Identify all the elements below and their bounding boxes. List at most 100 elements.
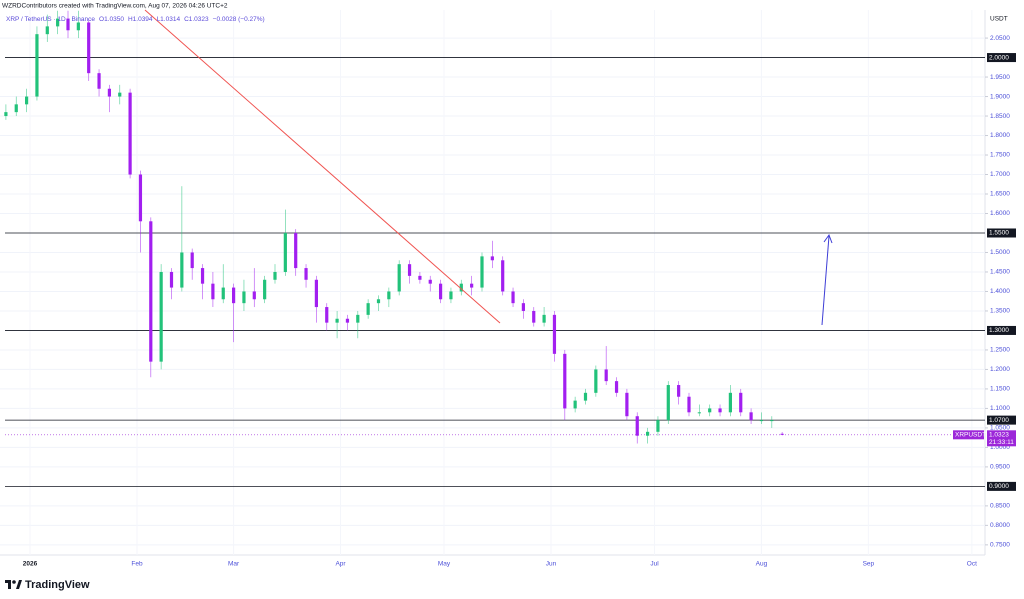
symbol: XRP / TetherUS · 1D · Binance [6,16,95,23]
candle-body [273,271,277,280]
candle-body [749,412,753,421]
arrow-head [823,233,833,244]
candle-body [87,22,91,74]
y-tick-label: 1.5000 [990,249,1010,256]
candle-body [24,96,29,105]
x-tick-label: Jul [650,561,659,568]
y-tick-label: 1.4500 [990,269,1010,276]
candle-body [728,392,732,413]
ohlc-key: O [99,16,104,23]
y-tick-label: 0.8500 [990,503,1010,510]
y-tick-label: 0.8000 [990,522,1010,529]
levels [5,57,985,487]
candle-body [573,400,577,409]
axes: 2.0500 1.9500 1.9000 1.8500 1.8000 1.7500 1.70… [23,35,1016,568]
ohlc-value: 1.0350 [104,16,124,23]
candle-body [501,260,505,292]
brand-logo [5,580,22,589]
level-label: 1.0700 [989,417,1009,424]
candle-body [149,221,153,362]
candle-body [718,408,722,413]
candle-body [521,303,525,311]
level-tag [987,415,1016,425]
x-tick-label: Jun [546,561,557,568]
candle-body [376,299,381,304]
candle-body [563,353,567,409]
ohlc-value: 1.0394 [133,16,153,23]
y-tick-label: 0.9500 [990,464,1010,471]
x-tick-label: Mar [228,561,240,568]
x-tick-label: Oct [967,561,977,568]
candle-body [470,283,474,288]
y-tick-label: 1.2000 [990,366,1010,373]
candle-body [687,396,691,413]
grid [0,10,985,555]
candle-body [656,420,660,432]
candle-body [583,392,588,401]
level-tag [987,325,1016,335]
candle-body [407,264,412,276]
candle-body [459,283,463,292]
y-tick-label: 1.8500 [990,113,1010,120]
ohlc-key: L [157,16,161,23]
ohlc-value: 1.0323 [189,16,209,23]
candle-body [542,314,546,323]
y-tick-label: 1.1500 [990,386,1010,393]
x-tick-label: May [438,561,451,568]
y-tick-label: 1.3500 [990,308,1010,315]
x-tick-label: Aug [756,561,768,568]
y-tick-label: 1.8000 [990,132,1010,139]
candle-body [283,232,287,272]
y-tick-label: 1.7000 [990,171,1010,178]
candle-body [159,271,163,362]
candle-body [118,92,122,97]
y-tick-label: 1.1000 [990,405,1010,412]
candle-body [625,392,629,417]
candle-body [438,283,443,300]
ohlc-value: 1.0314 [160,16,180,23]
candle-body [532,310,536,323]
candle-body [594,369,598,393]
candle-body [511,291,515,304]
candle-body [335,318,339,323]
candle-body [314,279,318,308]
level-tag [987,53,1016,63]
candle-body [780,433,784,435]
candle-body [397,264,401,292]
level-tag [987,228,1016,238]
candle-body [138,174,143,222]
y-tick-label: 1.6000 [990,210,1010,217]
candle-body [97,73,101,89]
candle-body [387,291,391,300]
candle-body [480,256,484,288]
x-tick-label: Feb [131,561,143,568]
candle-body [635,416,639,436]
candle-body [552,314,557,354]
x-tick-label: 2026 [23,561,38,568]
candle-body [604,369,608,382]
countdown: 21:33:11 [989,439,1014,446]
level-label: 0.9000 [989,483,1009,490]
level-tag [987,481,1016,491]
candle-body [221,287,225,300]
candle-body [231,287,236,304]
y-tick-label: 1.9500 [990,74,1010,81]
candle-body [4,112,8,117]
y-tick-label: 0.7500 [990,542,1010,549]
y-tick-label: 1.4000 [990,288,1010,295]
y-tick-label: 1.2500 [990,347,1010,354]
candle-body [107,88,111,97]
candle-body [366,303,370,315]
level-label: 2.0000 [989,54,1009,61]
candle-body [697,412,701,414]
candle-body [190,252,194,269]
candle-body [759,420,764,422]
ohlc-key: C [184,16,189,23]
candle-body [45,26,49,35]
candle-body [35,34,39,97]
candle-body [418,275,422,280]
level-label: 1.5500 [989,230,1009,237]
candle-body [645,431,650,436]
candle-body [708,408,712,413]
